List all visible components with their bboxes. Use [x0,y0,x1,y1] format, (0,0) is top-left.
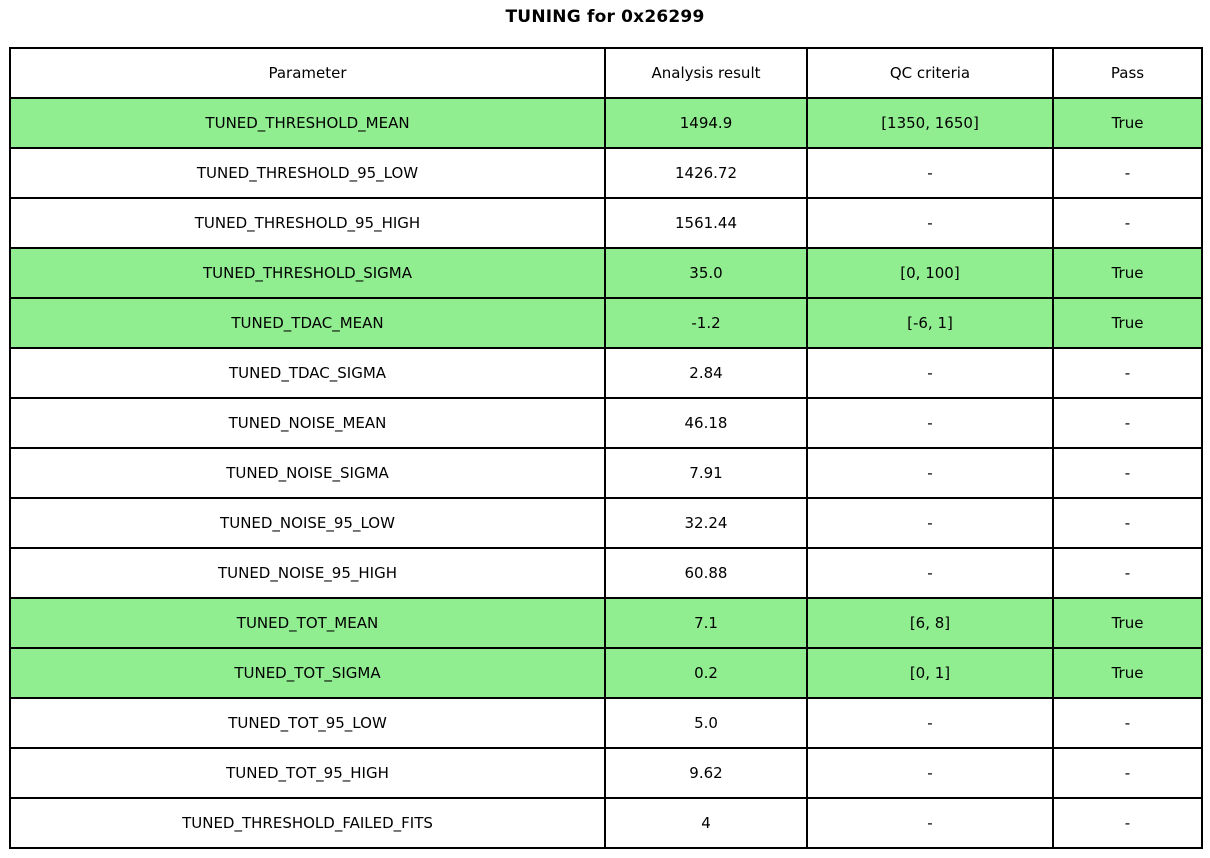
cell-analysis-result: 5.0 [604,697,808,749]
cell-parameter: TUNED_TOT_95_HIGH [9,747,606,799]
cell-analysis-result: 46.18 [604,397,808,449]
cell-pass: - [1052,497,1203,549]
cell-qc-criteria: [1350, 1650] [806,97,1054,149]
cell-qc-criteria: [6, 8] [806,597,1054,649]
cell-analysis-result: 1561.44 [604,197,808,249]
cell-qc-criteria: - [806,197,1054,249]
cell-pass: True [1052,247,1203,299]
cell-pass: - [1052,797,1203,849]
cell-pass: - [1052,347,1203,399]
cell-analysis-result: 1426.72 [604,147,808,199]
table-row: TUNED_TOT_95_LOW 5.0- - [9,697,1203,749]
cell-pass: - [1052,197,1203,249]
cell-analysis-result: 0.2 [604,647,808,699]
cell-pass: - [1052,147,1203,199]
cell-pass: - [1052,397,1203,449]
cell-analysis-result: 2.84 [604,347,808,399]
cell-qc-criteria: - [806,547,1054,599]
cell-analysis-result: 4 [604,797,808,849]
column-header-analysis-result: Analysis result [604,47,808,99]
cell-parameter: TUNED_THRESHOLD_SIGMA [9,247,606,299]
cell-pass: - [1052,747,1203,799]
page-title: TUNING for 0x26299 [505,7,705,27]
cell-pass: - [1052,447,1203,499]
cell-qc-criteria: - [806,497,1054,549]
cell-analysis-result: -1.2 [604,297,808,349]
cell-qc-criteria: - [806,147,1054,199]
column-header-parameter: Parameter [9,47,606,99]
cell-pass: True [1052,297,1203,349]
table-row: TUNED_NOISE_MEAN 46.18- - [9,397,1203,449]
cell-qc-criteria: [0, 1] [806,647,1054,699]
column-header-qc-criteria: QC criteria [806,47,1054,99]
cell-analysis-result: 60.88 [604,547,808,599]
cell-qc-criteria: - [806,797,1054,849]
cell-analysis-result: 7.91 [604,447,808,499]
header-row: Parameter Analysis result QC criteria Pa… [9,47,1203,99]
cell-analysis-result: 35.0 [604,247,808,299]
table-row: TUNED_TOT_SIGMA 0.2 [0, 1] True [9,647,1203,699]
table-row: TUNED_NOISE_95_HIGH 60.88- - [9,547,1203,599]
cell-pass: True [1052,597,1203,649]
column-header-pass: Pass [1052,47,1203,99]
cell-parameter: TUNED_NOISE_SIGMA [9,447,606,499]
table-row: TUNED_NOISE_95_LOW 32.24- - [9,497,1203,549]
cell-parameter: TUNED_TOT_95_LOW [9,697,606,749]
cell-qc-criteria: - [806,347,1054,399]
cell-analysis-result: 9.62 [604,747,808,799]
cell-analysis-result: 1494.9 [604,97,808,149]
cell-parameter: TUNED_TDAC_MEAN [9,297,606,349]
cell-parameter: TUNED_THRESHOLD_MEAN [9,97,606,149]
table-row: TUNED_THRESHOLD_MEAN 1494.9 [1350, 1650] Tr… [9,97,1203,149]
table-row: TUNED_THRESHOLD_95_LOW 1426.72- - [9,147,1203,199]
cell-parameter: TUNED_NOISE_95_LOW [9,497,606,549]
table-row: TUNED_TOT_MEAN 7.1 [6, 8] True [9,597,1203,649]
cell-parameter: TUNED_THRESHOLD_95_HIGH [9,197,606,249]
table-row: TUNED_TOT_95_HIGH 9.62- - [9,747,1203,799]
cell-pass: - [1052,547,1203,599]
table-row: TUNED_THRESHOLD_FAILED_FITS 4- - [9,797,1203,849]
qc-results-table: Parameter Analysis result QC criteria Pa… [9,47,1203,849]
table-row: TUNED_TDAC_MEAN -1.2 [-6, 1] True [9,297,1203,349]
cell-parameter: TUNED_NOISE_95_HIGH [9,547,606,599]
cell-parameter: TUNED_NOISE_MEAN [9,397,606,449]
cell-qc-criteria: - [806,447,1054,499]
cell-parameter: TUNED_TOT_MEAN [9,597,606,649]
cell-pass: - [1052,697,1203,749]
cell-parameter: TUNED_TOT_SIGMA [9,647,606,699]
cell-pass: True [1052,647,1203,699]
table-row: TUNED_THRESHOLD_95_HIGH 1561.44- - [9,197,1203,249]
table-row: TUNED_NOISE_SIGMA 7.91- - [9,447,1203,499]
cell-qc-criteria: - [806,747,1054,799]
cell-parameter: TUNED_TDAC_SIGMA [9,347,606,399]
cell-analysis-result: 32.24 [604,497,808,549]
cell-parameter: TUNED_THRESHOLD_95_LOW [9,147,606,199]
cell-parameter: TUNED_THRESHOLD_FAILED_FITS [9,797,606,849]
cell-qc-criteria: [-6, 1] [806,297,1054,349]
cell-pass: True [1052,97,1203,149]
table-row: TUNED_TDAC_SIGMA 2.84- - [9,347,1203,399]
cell-qc-criteria: [0, 100] [806,247,1054,299]
cell-qc-criteria: - [806,397,1054,449]
cell-qc-criteria: - [806,697,1054,749]
table-row: TUNED_THRESHOLD_SIGMA 35.0 [0, 100] True [9,247,1203,299]
cell-analysis-result: 7.1 [604,597,808,649]
